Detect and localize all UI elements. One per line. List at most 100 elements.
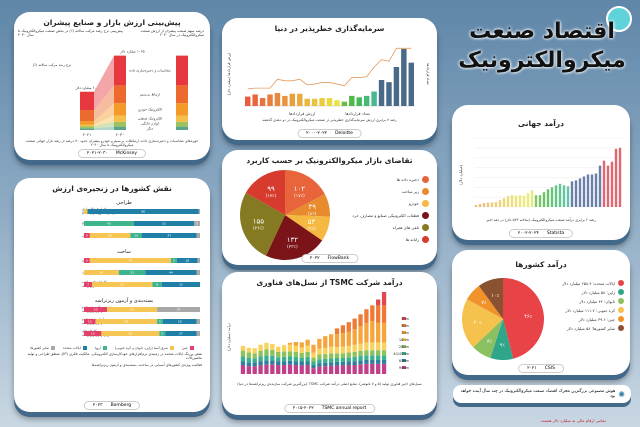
legend-label: 65nm <box>399 359 410 363</box>
tsmc-bar-segment <box>287 360 293 365</box>
tsmc-bar-segment <box>281 345 287 352</box>
tsmc-bar-segment <box>293 365 298 374</box>
pie-slice <box>490 319 514 360</box>
legend-label: 16nm <box>399 338 410 342</box>
value-chain-bar <box>152 282 162 287</box>
share-bar <box>176 55 188 86</box>
tsmc-bar-segment <box>358 364 363 374</box>
usage-source: ۲۰۲۲ FlowBank <box>300 253 359 263</box>
pie-slice <box>503 278 544 359</box>
value-chain-bar <box>196 270 200 275</box>
legend-swatch <box>618 316 624 322</box>
revenue-bar <box>610 161 614 207</box>
revenue-bar <box>506 196 510 207</box>
tsmc-bar-segment <box>334 361 340 366</box>
tsmc-bar-segment <box>240 356 246 362</box>
pie-slice <box>285 215 330 241</box>
tsmc-bar-segment <box>346 357 351 362</box>
legend-item: سایر کشورها: ۵۸ میلیارد دلار <box>548 325 624 331</box>
legend-label: کره جنوبی: ۱۱۱.۷ میلیارد دلار <box>565 307 615 313</box>
value-chain-bar <box>198 209 200 214</box>
legend-swatch <box>422 188 429 195</box>
revenue-bar <box>510 195 514 207</box>
tsmc-bar-segment <box>358 356 363 361</box>
revenue-bar <box>478 204 482 207</box>
tsmc-bar-segment <box>311 361 316 366</box>
tsmc-bar-segment <box>246 347 251 353</box>
investment-bar <box>334 100 340 106</box>
legend-label: ذخیره داده ها <box>396 177 419 182</box>
pie-slice <box>473 319 503 358</box>
value-chain-bar <box>176 258 198 263</box>
ylabel-left: ارزش قراردادها (میلیارد دلار) <box>227 53 231 96</box>
bar-value: 30 <box>99 271 103 275</box>
tsmc-bar-segment <box>370 355 375 360</box>
bar-value: 8 <box>156 283 158 287</box>
value-chain-bar <box>157 319 163 324</box>
value-chain-bar <box>84 282 93 287</box>
slice-percent: (۲۶٪) <box>253 225 264 231</box>
section-title: ساخت <box>117 249 131 255</box>
legend-item: سایر کشورها <box>30 346 55 350</box>
tsmc-bar-segment <box>311 357 316 362</box>
pie-slice <box>240 192 285 256</box>
tsmc-bar-segment <box>381 350 387 356</box>
value-chain-note2: فعالیت ویژه‌ی کشورهای آسیایی در ساخت، بس… <box>91 362 202 367</box>
bar-2030 <box>114 85 126 104</box>
investment-bar <box>349 95 355 106</box>
legend-item: خودرو <box>329 200 429 207</box>
investment-bar <box>371 91 377 106</box>
legend-swatch <box>422 224 429 231</box>
forecast-footnote: حوزه‌های محاسبات و ذخیره‌سازی داده، ارتب… <box>25 139 199 148</box>
slice-percent: ۷٪ <box>481 300 487 306</box>
investment-panel: سرمایه‌گذاری خطرپذیر در دنیا ارزش قراردا… <box>222 18 437 140</box>
tsmc-bar-segment <box>246 362 251 367</box>
legend-label: زیر ساخت <box>401 189 420 194</box>
tsmc-bar-segment <box>299 365 304 374</box>
cagr-label: نرخ رشد مرکب سالانه (٪) <box>33 63 71 67</box>
legend-label: سایر کشورها: ۵۸ میلیارد دلار <box>566 325 615 331</box>
tsmc-bar-segment <box>358 343 363 351</box>
legend-swatch <box>170 346 174 350</box>
legend-item: چین <box>182 346 194 350</box>
pie-slice <box>245 170 285 215</box>
tsmc-bar-segment <box>293 342 298 346</box>
legend-item: قطعات الکترونیکی صنایع و مصارف خرد <box>329 212 429 219</box>
tsmc-chart: 3nm 5nm 7nm 16nm 28nm 40/45nm 65nm 90nm درآمد (م… <box>227 292 410 374</box>
tsmc-bar-segment <box>293 361 298 366</box>
bar-value: 18 <box>185 259 189 263</box>
tsmc-bar-segment <box>287 342 293 345</box>
tsmc-bar-segment <box>240 365 246 374</box>
investment-bar <box>363 95 370 106</box>
tsmc-bar-segment <box>270 355 275 361</box>
share-bar <box>176 126 188 130</box>
revenue-bar <box>486 202 490 207</box>
value-chain-bar <box>194 221 200 226</box>
legend-item: ژاپن: ۵۸ میلیارد دلار <box>548 289 624 295</box>
tsmc-bar-segment <box>340 333 346 347</box>
revenue-bar <box>502 198 506 207</box>
value-chain-bar <box>197 258 200 263</box>
tsmc-bar-segment <box>334 358 340 362</box>
slice-value: ۱۳۲ <box>287 236 299 244</box>
investment-bar <box>341 101 348 106</box>
tsmc-bar-segment <box>287 344 293 352</box>
tsmc-bar-segment <box>376 355 381 360</box>
tsmc-bar-segment <box>246 366 251 374</box>
tsmc-bar-segment <box>364 359 369 364</box>
tsmc-bar-segment <box>240 350 246 357</box>
value-chain-bar <box>84 307 108 312</box>
tsmc-bar-segment <box>317 359 322 364</box>
tsmc-panel: درآمد شرکت TSMC از نسل‌های فناوری 3nm 5nm… <box>222 272 437 415</box>
tsmc-bar-segment <box>381 363 387 374</box>
revenue-caption: رشد ۲ برابری درآمد صنعت میکروالکترونیک (… <box>486 218 596 222</box>
legend-item: کره جنوبی: ۱۱۱.۷ میلیارد دلار <box>548 307 624 313</box>
legend-swatch <box>402 324 406 327</box>
tsmc-bar-segment <box>299 357 304 362</box>
value-chain-title: نقش کشورها در زنجیره‌ی ارزش <box>52 184 172 193</box>
revenue-bar <box>526 193 530 207</box>
legend-swatch <box>402 359 406 362</box>
investment-chart: ارزش قراردادها (میلیارد دلار) تعداد قرارد… <box>227 47 430 107</box>
tsmc-bar-segment <box>317 363 322 367</box>
investment-bar <box>356 97 362 106</box>
